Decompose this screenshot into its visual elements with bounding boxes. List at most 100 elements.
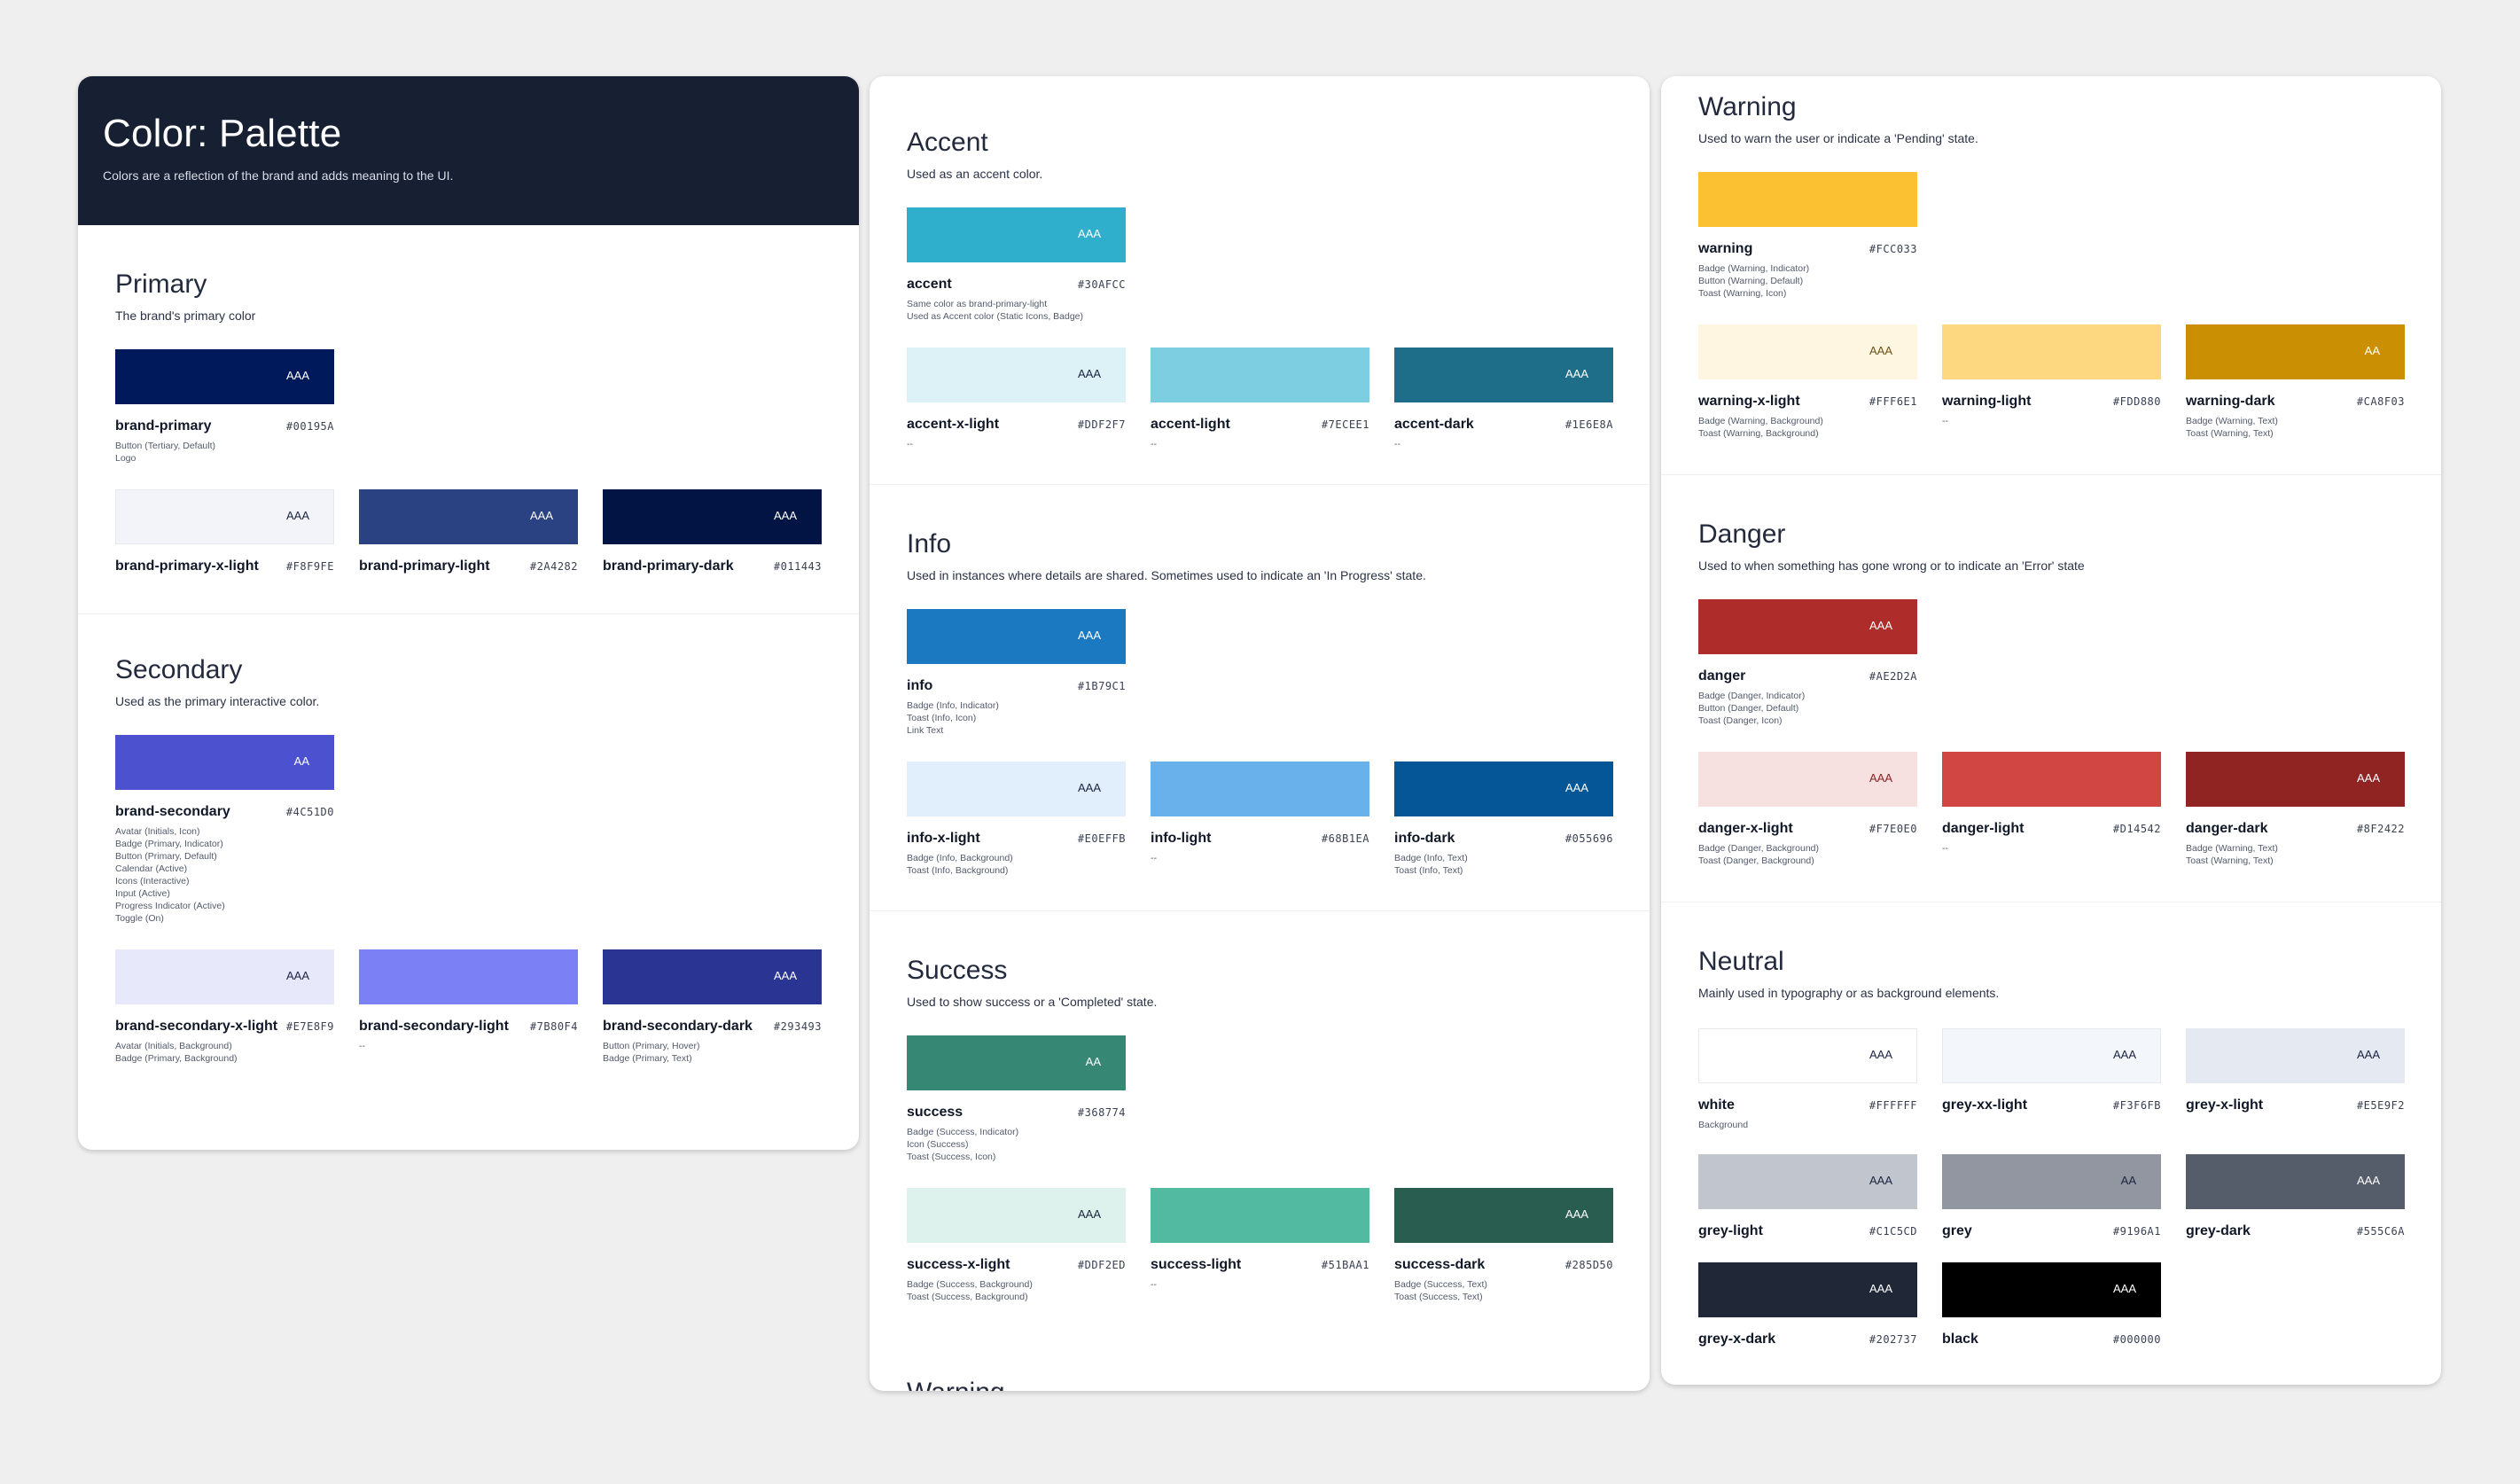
color-swatch-warning-light[interactable]: warning-light #FDD880 -- [1942, 324, 2161, 440]
swatch-chip[interactable]: AAA [2186, 1028, 2405, 1083]
color-swatch-info[interactable]: AAA info #1B79C1 Badge (Info, Indicator) Toa… [907, 609, 1126, 737]
color-swatch-grey-dark[interactable]: AAA grey-dark #555C6A [2186, 1154, 2405, 1239]
color-swatch-danger-light[interactable]: danger-light #D14542 -- [1942, 752, 2161, 867]
swatch-chip[interactable]: AAA [907, 207, 1126, 262]
color-swatch-grey-xx-light[interactable]: AAA grey-xx-light #F3F6FB [1942, 1028, 2161, 1131]
color-swatch-brand-secondary-dark[interactable]: AAA brand-secondary-dark #293493 Button (Pr… [603, 949, 822, 1065]
swatch-chip[interactable]: AAA [1394, 1188, 1613, 1243]
swatch-chip[interactable]: AAA [603, 949, 822, 1004]
color-token-name: danger-light [1942, 821, 2025, 836]
color-swatch-brand-primary[interactable]: AAA brand-primary #00195A Button (Tertiary,… [115, 349, 334, 465]
usage-note: Toast (Info, Background) [907, 865, 1009, 876]
usage-note: Button (Primary, Default) [115, 851, 217, 862]
swatch-chip[interactable] [1942, 324, 2161, 379]
color-token-name: brand-secondary-light [359, 1019, 509, 1034]
color-swatch-success-dark[interactable]: AAA success-dark #285D50 Badge (Success, Te… [1394, 1188, 1613, 1303]
color-swatch-warning-x-light[interactable]: AAA warning-x-light #FFF6E1 Badge (Warning,… [1698, 324, 1917, 440]
swatch-chip[interactable] [359, 949, 578, 1004]
section-description: Used as the primary interactive color. [115, 694, 320, 708]
swatch-chip[interactable]: AAA [1942, 1262, 2161, 1317]
color-swatch-info-x-light[interactable]: AAA info-x-light #E0EFFB Badge (Info, Backg… [907, 762, 1126, 877]
swatch-chip[interactable]: AA [115, 735, 334, 790]
usage-note: Badge (Info, Indicator) [907, 700, 999, 711]
swatch-chip[interactable]: AAA [1698, 1154, 1917, 1209]
usage-notes: -- [1151, 438, 1369, 450]
color-swatch-brand-primary-dark[interactable]: AAA brand-primary-dark #011443 [603, 489, 822, 574]
color-swatch-accent-x-light[interactable]: AAA accent-x-light #DDF2F7 -- [907, 348, 1126, 450]
color-token-name: info-x-light [907, 831, 980, 846]
color-token-name: danger [1698, 668, 1746, 683]
color-swatch-info-dark[interactable]: AAA info-dark #055696 Badge (Info, Text) Toa… [1394, 762, 1613, 877]
usage-note: -- [907, 439, 913, 449]
swatch-chip[interactable] [1698, 172, 1917, 227]
swatch-chip[interactable]: AAA [603, 489, 822, 544]
color-swatch-accent-dark[interactable]: AAA accent-dark #1E6E8A -- [1394, 348, 1613, 450]
color-swatch-grey-light[interactable]: AAA grey-light #C1C5CD [1698, 1154, 1917, 1239]
swatch-chip[interactable]: AAA [907, 762, 1126, 816]
usage-notes: Badge (Warning, Text) Toast (Warning, Tex… [2186, 842, 2405, 867]
color-swatch-danger[interactable]: AAA danger #AE2D2A Badge (Danger, Indicator… [1698, 599, 1917, 727]
swatch-chip[interactable]: AA [907, 1035, 1126, 1090]
section-description: Used as an accent color. [907, 167, 1043, 181]
color-token-name: success-dark [1394, 1257, 1486, 1272]
color-swatch-grey-x-dark[interactable]: AAA grey-x-dark #202737 [1698, 1262, 1917, 1347]
usage-note: Toast (Success, Text) [1394, 1292, 1483, 1302]
color-hex-value: #000000 [2112, 1333, 2161, 1346]
color-token-name: grey-dark [2186, 1223, 2251, 1238]
color-swatch-accent-light[interactable]: accent-light #7ECEE1 -- [1151, 348, 1369, 450]
swatch-chip[interactable]: AAA [115, 949, 334, 1004]
swatch-chip[interactable] [1151, 348, 1369, 402]
swatch-chip[interactable]: AAA [1698, 324, 1917, 379]
color-hex-value: #FDD880 [2112, 395, 2161, 408]
usage-notes: -- [359, 1040, 578, 1052]
swatch-chip[interactable]: AAA [1394, 348, 1613, 402]
color-swatch-accent[interactable]: AAA accent #30AFCC Same color as brand-prim… [907, 207, 1126, 323]
color-swatch-grey[interactable]: AA grey #9196A1 [1942, 1154, 2161, 1239]
swatch-chip[interactable]: AAA [1698, 599, 1917, 654]
usage-note: Badge (Primary, Indicator) [115, 839, 223, 849]
swatch-chip[interactable]: AAA [907, 348, 1126, 402]
color-swatch-warning[interactable]: warning #FCC033 Badge (Warning, Indicator)… [1698, 172, 1917, 300]
usage-notes: Badge (Warning, Indicator) Button (Warnin… [1698, 262, 1917, 300]
color-swatch-danger-x-light[interactable]: AAA danger-x-light #F7E0E0 Badge (Danger, B… [1698, 752, 1917, 867]
usage-note: Toast (Warning, Text) [2186, 855, 2274, 866]
usage-notes: Badge (Warning, Background) Toast (Warnin… [1698, 415, 1917, 440]
color-swatch-success-light[interactable]: success-light #51BAA1 -- [1151, 1188, 1369, 1303]
swatch-chip[interactable]: AAA [115, 349, 334, 404]
usage-notes: Avatar (Initials, Icon) Badge (Primary, I… [115, 825, 334, 925]
color-swatch-white[interactable]: AAA white #FFFFFF Background [1698, 1028, 1917, 1131]
color-swatch-warning-dark[interactable]: AA warning-dark #CA8F03 Badge (Warning, Tex… [2186, 324, 2405, 440]
swatch-chip[interactable] [1151, 1188, 1369, 1243]
swatch-chip[interactable]: AA [1942, 1154, 2161, 1209]
color-swatch-brand-primary-light[interactable]: AAA brand-primary-light #2A4282 [359, 489, 578, 574]
color-swatch-danger-dark[interactable]: AAA danger-dark #8F2422 Badge (Warning, Tex… [2186, 752, 2405, 867]
color-swatch-brand-primary-x-light[interactable]: AAA brand-primary-x-light #F8F9FE [115, 489, 334, 574]
color-swatch-brand-secondary[interactable]: AA brand-secondary #4C51D0 Avatar (Initials… [115, 735, 334, 925]
contrast-rating: AAA [1869, 344, 1892, 357]
swatch-chip[interactable]: AAA [2186, 752, 2405, 807]
usage-note: Toast (Info, Text) [1394, 865, 1463, 876]
usage-note: Badge (Warning, Indicator) [1698, 263, 1810, 274]
swatch-chip[interactable] [1942, 752, 2161, 807]
swatch-chip[interactable]: AAA [907, 609, 1126, 664]
color-swatch-brand-secondary-x-light[interactable]: AAA brand-secondary-x-light #E7E8F9 Avatar … [115, 949, 334, 1065]
swatch-chip[interactable]: AAA [115, 489, 334, 544]
swatch-chip[interactable]: AAA [2186, 1154, 2405, 1209]
color-swatch-info-light[interactable]: info-light #68B1EA -- [1151, 762, 1369, 877]
swatch-chip[interactable]: AAA [1394, 762, 1613, 816]
color-swatch-black[interactable]: AAA black #000000 [1942, 1262, 2161, 1347]
color-swatch-brand-secondary-light[interactable]: brand-secondary-light #7B80F4 -- [359, 949, 578, 1065]
swatch-chip[interactable]: AAA [907, 1188, 1126, 1243]
swatch-chip[interactable] [1151, 762, 1369, 816]
contrast-rating: AAA [285, 969, 309, 982]
color-hex-value: #AE2D2A [1869, 670, 1917, 683]
swatch-chip[interactable]: AA [2186, 324, 2405, 379]
color-swatch-success-x-light[interactable]: AAA success-x-light #DDF2ED Badge (Success,… [907, 1188, 1126, 1303]
swatch-chip[interactable]: AAA [1698, 752, 1917, 807]
swatch-chip[interactable]: AAA [1698, 1028, 1917, 1083]
swatch-chip[interactable]: AAA [1698, 1262, 1917, 1317]
color-swatch-grey-x-light[interactable]: AAA grey-x-light #E5E9F2 [2186, 1028, 2405, 1131]
swatch-chip[interactable]: AAA [359, 489, 578, 544]
swatch-chip[interactable]: AAA [1942, 1028, 2161, 1083]
color-swatch-success[interactable]: AA success #368774 Badge (Success, Indicato… [907, 1035, 1126, 1163]
